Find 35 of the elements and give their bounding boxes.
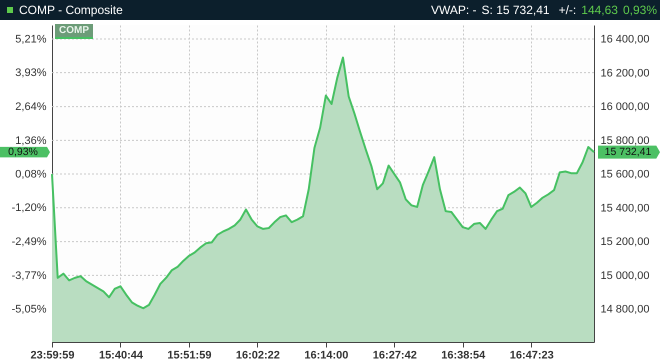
x-tick-label: 15:51:59	[167, 350, 212, 362]
y-tick-label: -3,77%	[12, 270, 47, 282]
text: +/-:	[558, 3, 576, 17]
y-tick-label: -1,20%	[12, 202, 47, 214]
y2-tick-label: 16 000,00	[600, 101, 650, 114]
text: 15 732,41	[604, 146, 652, 158]
x-tick-label: 16:47:23	[510, 350, 554, 362]
x-tick-label: 15:40:44	[98, 350, 144, 362]
y-tick-label: 5,21%	[15, 33, 47, 46]
y2-tick-label: 14 800,00	[600, 304, 650, 316]
text: VWAP: -	[430, 3, 477, 17]
y2-tick-label: 15 400,00	[600, 202, 650, 214]
text: S: 15 732,41	[482, 3, 550, 17]
text: 0,93%	[622, 3, 657, 17]
y2-tick-label: 15 000,00	[600, 270, 650, 282]
y-tick-label: 0,08%	[15, 168, 47, 181]
x-tick-label: 23:59:59	[30, 350, 75, 362]
x-tick-label: 16:14:00	[304, 350, 348, 362]
y2-tick-label: 15 600,00	[600, 168, 650, 181]
y-tick-label: 2,64%	[15, 101, 47, 114]
x-tick-label: 16:38:54	[441, 350, 486, 362]
y-tick-label: 3,93%	[15, 67, 47, 80]
x-tick-label: 16:27:42	[372, 350, 417, 362]
text: 144,63	[581, 3, 618, 17]
x-tick-label: 16:02:22	[236, 350, 280, 362]
y2-tick-label: 16 200,00	[600, 67, 650, 80]
text: 0,93%	[8, 146, 38, 158]
y-tick-label: -2,49%	[12, 236, 47, 248]
y-tick-label: 1,36%	[15, 134, 47, 147]
chart-title: COMP - Composite	[19, 3, 123, 17]
y2-tick-label: 15 200,00	[600, 236, 650, 248]
y2-tick-label: 16 400,00	[600, 34, 650, 46]
y2-tick-label: 15 800,00	[600, 134, 650, 147]
annotation: COMP	[55, 24, 93, 39]
y-tick-label: -5,05%	[12, 304, 47, 316]
